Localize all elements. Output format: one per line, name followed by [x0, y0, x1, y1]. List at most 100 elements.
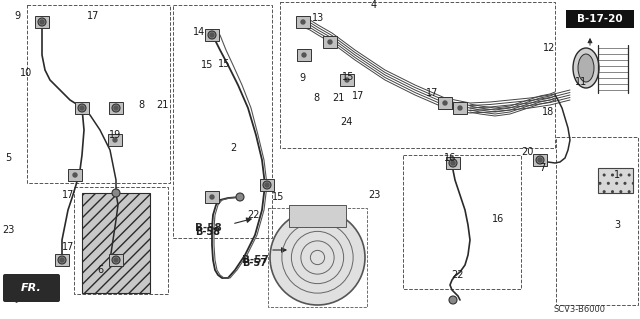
Bar — [205, 191, 219, 203]
Text: 17: 17 — [426, 88, 438, 98]
Circle shape — [536, 156, 544, 164]
Text: 17: 17 — [62, 242, 74, 252]
Text: 24: 24 — [340, 117, 352, 127]
Bar — [403, 155, 521, 289]
Text: 22: 22 — [247, 210, 259, 220]
Circle shape — [451, 161, 455, 165]
Bar — [68, 169, 82, 181]
Text: B-57: B-57 — [243, 258, 268, 268]
Circle shape — [210, 33, 214, 37]
Text: 21: 21 — [332, 93, 344, 103]
Text: 9: 9 — [299, 73, 305, 83]
Circle shape — [38, 18, 46, 26]
Text: 14: 14 — [193, 27, 205, 37]
Circle shape — [114, 106, 118, 110]
Bar — [205, 29, 219, 41]
Text: 15: 15 — [272, 192, 284, 202]
Bar — [108, 134, 122, 146]
Circle shape — [458, 106, 462, 110]
Text: 4: 4 — [371, 0, 377, 10]
Bar — [598, 168, 633, 193]
Ellipse shape — [578, 54, 594, 82]
Text: 17: 17 — [352, 91, 364, 101]
Bar — [297, 49, 311, 61]
Bar — [296, 16, 310, 28]
Circle shape — [112, 189, 120, 197]
Text: 8: 8 — [313, 93, 319, 103]
Text: B-58: B-58 — [195, 223, 221, 233]
Circle shape — [443, 101, 447, 105]
Bar — [533, 154, 547, 166]
Circle shape — [78, 104, 86, 112]
Circle shape — [236, 193, 244, 201]
Text: 21: 21 — [156, 100, 168, 110]
Bar — [323, 36, 337, 48]
Circle shape — [73, 173, 77, 177]
Text: 8: 8 — [138, 100, 144, 110]
Circle shape — [265, 183, 269, 187]
Bar — [556, 137, 638, 305]
Circle shape — [301, 20, 305, 24]
Bar — [446, 157, 460, 169]
Text: 7: 7 — [539, 163, 545, 173]
Text: 12: 12 — [543, 43, 555, 53]
Text: 1: 1 — [614, 170, 620, 180]
Text: 20: 20 — [521, 147, 533, 157]
Text: 23: 23 — [368, 190, 380, 200]
Circle shape — [60, 258, 64, 262]
Circle shape — [80, 106, 84, 110]
Circle shape — [112, 256, 120, 264]
Bar — [109, 254, 123, 266]
Circle shape — [270, 210, 365, 305]
Bar — [75, 102, 89, 114]
Circle shape — [114, 258, 118, 262]
Text: 6: 6 — [97, 265, 103, 275]
Text: 5: 5 — [5, 153, 11, 163]
Text: 15: 15 — [218, 59, 230, 69]
Text: SCV3-B6000: SCV3-B6000 — [554, 305, 606, 314]
Text: 19: 19 — [109, 130, 121, 140]
Circle shape — [112, 104, 120, 112]
Text: B-57: B-57 — [241, 255, 268, 265]
Bar — [453, 102, 467, 114]
Bar — [109, 102, 123, 114]
Circle shape — [58, 256, 66, 264]
Text: B-17-20: B-17-20 — [577, 14, 623, 24]
Circle shape — [208, 31, 216, 39]
Bar — [82, 193, 150, 293]
Bar — [173, 5, 272, 238]
Bar — [55, 254, 69, 266]
Circle shape — [449, 296, 457, 304]
Ellipse shape — [573, 48, 599, 88]
Bar — [268, 208, 367, 307]
Circle shape — [302, 53, 306, 57]
Text: 18: 18 — [542, 107, 554, 117]
Text: 16: 16 — [492, 214, 504, 224]
Bar — [289, 205, 346, 226]
Circle shape — [345, 78, 349, 82]
Text: B-58: B-58 — [195, 227, 221, 237]
Text: 3: 3 — [614, 220, 620, 230]
FancyBboxPatch shape — [566, 10, 634, 28]
Circle shape — [538, 158, 542, 162]
Text: 13: 13 — [312, 13, 324, 23]
Bar — [27, 5, 170, 183]
Bar — [260, 179, 274, 191]
Text: 17: 17 — [62, 190, 74, 200]
Bar — [74, 187, 168, 294]
Text: 17: 17 — [87, 11, 99, 21]
Text: 2: 2 — [230, 143, 236, 153]
Text: 9: 9 — [14, 11, 20, 21]
Circle shape — [263, 181, 271, 189]
Text: 23: 23 — [2, 225, 14, 235]
Text: FR.: FR. — [20, 283, 42, 293]
Text: 15: 15 — [342, 72, 354, 82]
Bar — [35, 16, 49, 28]
Text: 22: 22 — [452, 270, 464, 280]
Text: 16: 16 — [444, 153, 456, 163]
Circle shape — [210, 195, 214, 199]
Text: 11: 11 — [575, 77, 587, 87]
Bar — [280, 2, 555, 148]
Bar — [438, 97, 452, 109]
Text: 15: 15 — [201, 60, 213, 70]
